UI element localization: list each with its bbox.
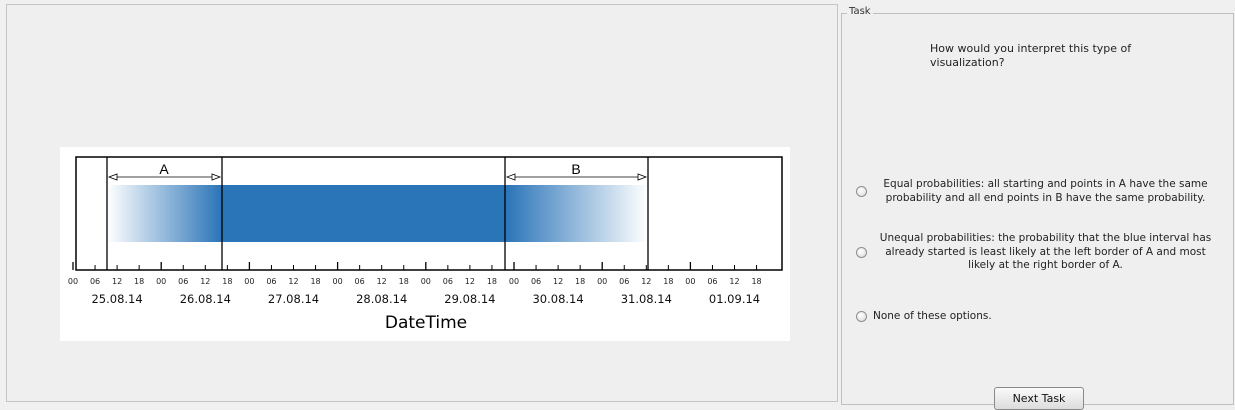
interval-chart: A B 00 06 12 18 00 06 12 18 00 06 12 18 00 06 12 18 00 06… [60,147,790,341]
hour-tick-label: 00 [68,277,78,286]
axis-ticks [72,262,758,270]
interval-fade-in-a [107,185,222,242]
option-none[interactable]: None of these options. [856,310,1218,324]
hour-tick-label: 00 [333,277,343,286]
hour-tick-label: 12 [288,277,298,286]
hour-tick-label: 18 [310,277,320,286]
date-label: 26.08.14 [180,292,231,306]
radio-button[interactable] [856,311,867,323]
hour-tick-label: 12 [465,277,475,286]
date-label: 01.09.14 [709,292,760,306]
task-legend: Task [847,6,873,18]
hour-tick-label: 06 [355,277,365,286]
option-label: Unequal probabilities: the probability t… [879,232,1212,271]
interval-chart-svg: A B 00 06 12 18 00 06 12 18 00 06 12 18 00 06 12 18 00 06… [68,156,783,333]
hour-tick-labels: 00 06 12 18 00 06 12 18 00 06 12 18 00 06 12 18 00 06 12 18… [68,277,762,286]
hour-tick-label: 00 [421,277,431,286]
task-panel: How would you interpret this type of vis… [841,4,1235,410]
region-b-arrow [505,173,648,181]
region-b-label: B [571,161,580,177]
next-task-button[interactable]: Next Task [994,387,1084,410]
hour-tick-label: 00 [685,277,695,286]
hour-tick-label: 00 [244,277,254,286]
hour-tick-label: 18 [134,277,144,286]
hour-tick-label: 18 [751,277,761,286]
hour-tick-label: 12 [729,277,739,286]
hour-tick-label: 06 [707,277,717,286]
hour-tick-label: 18 [663,277,673,286]
hour-tick-label: 12 [377,277,387,286]
interval-fade-out-b [505,185,648,242]
hour-tick-label: 06 [178,277,188,286]
hour-tick-label: 06 [443,277,453,286]
option-label: Equal probabilities: all starting and po… [883,178,1208,204]
hour-tick-label: 18 [222,277,232,286]
date-labels: 25.08.14 26.08.14 27.08.14 28.08.14 29.08.14… [91,292,760,306]
date-label: 28.08.14 [356,292,407,306]
hour-tick-label: 00 [509,277,519,286]
hour-tick-label: 00 [597,277,607,286]
option-equal-probabilities[interactable]: Equal probabilities: all starting and po… [856,178,1218,205]
date-label: 30.08.14 [532,292,583,306]
hour-tick-label: 18 [399,277,409,286]
region-a-label: A [159,161,169,177]
date-label: 29.08.14 [444,292,495,306]
task-group-box: How would you interpret this type of vis… [841,13,1234,410]
radio-button[interactable] [856,186,867,197]
hour-tick-label: 06 [90,277,100,286]
radio-button[interactable] [856,246,867,258]
hour-tick-label: 06 [266,277,276,286]
region-a-arrow [107,173,222,181]
hour-tick-label: 12 [112,277,122,286]
hour-tick-label: 06 [531,277,541,286]
hour-tick-label: 00 [156,277,166,286]
hour-tick-label: 18 [575,277,585,286]
visualization-panel: A B 00 06 12 18 00 06 12 18 00 06 12 18 00 06 12 18 00 06… [6,4,838,402]
interval-solid [222,185,505,242]
hour-tick-label: 12 [641,277,651,286]
hour-tick-label: 12 [553,277,563,286]
hour-tick-label: 06 [619,277,629,286]
date-label: 25.08.14 [91,292,142,306]
hour-tick-label: 12 [200,277,210,286]
x-axis-label: DateTime [385,313,467,333]
option-unequal-probabilities[interactable]: Unequal probabilities: the probability t… [856,232,1218,273]
date-label: 27.08.14 [268,292,319,306]
date-label: 31.08.14 [621,292,672,306]
task-question: How would you interpret this type of vis… [930,42,1132,69]
hour-tick-label: 18 [487,277,497,286]
option-label: None of these options. [873,310,992,322]
